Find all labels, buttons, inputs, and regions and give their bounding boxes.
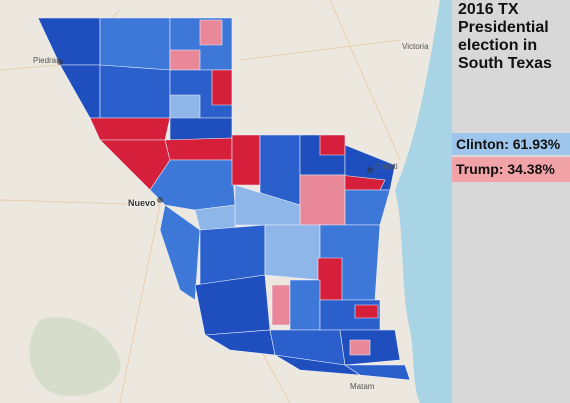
- southern-counties: [159, 204, 411, 381]
- northern-counties: [37, 17, 233, 141]
- title-line-3: election in: [458, 37, 538, 54]
- trump-result-text: Trump: 34.38%: [456, 161, 555, 177]
- label-nuevo: Nuevo: [128, 198, 156, 208]
- title-line-1: 2016 TX: [458, 1, 519, 18]
- gulf-of-mexico: [395, 0, 460, 403]
- trump-result: Trump: 34.38%: [452, 157, 570, 182]
- label-christi: Christi: [375, 162, 398, 171]
- clinton-result: Clinton: 61.93%: [452, 133, 570, 155]
- side-panel: [452, 0, 570, 403]
- map-title: 2016 TX Presidential election in South T…: [458, 1, 570, 73]
- clinton-result-text: Clinton: 61.93%: [456, 136, 561, 152]
- title-line-2: Presidential: [458, 19, 549, 36]
- central-counties: [99, 134, 396, 231]
- label-victoria: Victoria: [402, 42, 429, 51]
- label-piedras: Piedras: [33, 56, 61, 65]
- label-matamoros: Matam: [350, 382, 375, 391]
- title-line-4: South Texas: [458, 55, 552, 72]
